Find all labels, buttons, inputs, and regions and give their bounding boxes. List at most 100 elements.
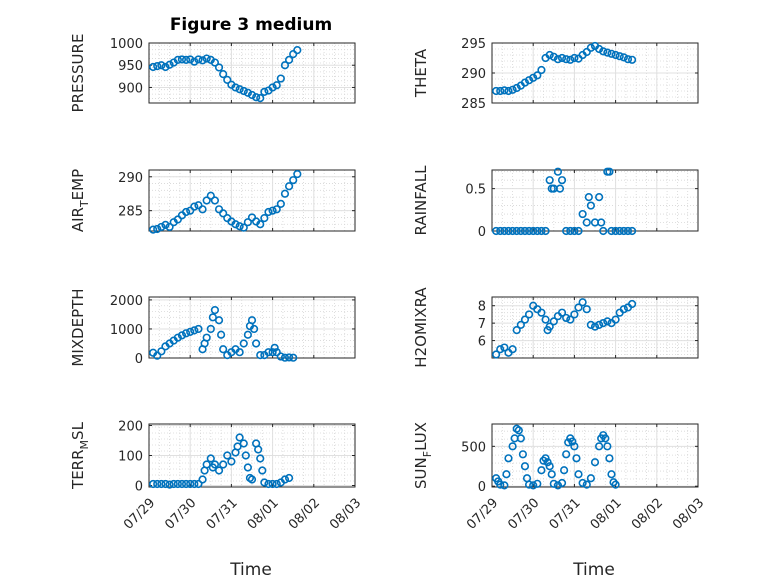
data-point xyxy=(543,458,552,467)
data-point xyxy=(619,305,628,314)
data-point xyxy=(181,207,191,217)
data-point xyxy=(586,43,595,52)
data-point xyxy=(210,58,220,67)
data-point xyxy=(514,426,523,435)
y-axis-label: AIRTEMP xyxy=(69,169,91,232)
data-point xyxy=(235,222,244,231)
data-point xyxy=(165,480,174,489)
data-point xyxy=(161,62,170,72)
data-point xyxy=(264,348,273,357)
x-tick-label: 07/30 xyxy=(162,496,199,533)
data-point xyxy=(607,226,616,236)
data-point xyxy=(190,57,199,66)
data-point xyxy=(496,480,505,489)
data-point xyxy=(153,479,162,489)
data-point xyxy=(161,220,170,229)
data-point xyxy=(500,343,509,352)
data-point xyxy=(293,169,302,179)
y-axis-label: TERRMSL xyxy=(69,421,91,490)
y-tick-label: 290 xyxy=(118,171,143,186)
data-point xyxy=(239,86,248,96)
data-point xyxy=(256,350,265,360)
data-point xyxy=(289,353,298,362)
data-point xyxy=(537,466,546,475)
subplot-3: 285 290 AIRTEMP xyxy=(69,169,356,234)
data-point xyxy=(260,478,269,487)
y-tick-label: 0 xyxy=(478,480,486,495)
data-point xyxy=(537,308,546,317)
data-point xyxy=(603,317,612,326)
data-point xyxy=(289,176,298,185)
data-point xyxy=(508,226,517,236)
data-point xyxy=(268,83,277,92)
data-point xyxy=(595,44,604,54)
data-point xyxy=(280,61,290,70)
data-point xyxy=(582,218,591,227)
data-point xyxy=(537,65,546,75)
data-point xyxy=(157,61,166,70)
data-point xyxy=(247,475,257,484)
data-point xyxy=(231,220,240,229)
data-point xyxy=(202,54,211,63)
subplot-1: 900 950 1000 PRESSURE xyxy=(69,34,356,112)
data-point xyxy=(284,182,294,191)
data-point xyxy=(545,50,554,60)
data-point xyxy=(533,479,542,488)
data-point xyxy=(502,470,511,479)
data-point xyxy=(198,56,207,65)
data-point xyxy=(173,333,182,342)
data-point xyxy=(173,479,182,489)
data-point xyxy=(547,470,556,479)
data-point xyxy=(190,479,199,489)
data-point xyxy=(272,81,281,90)
data-point xyxy=(227,457,236,466)
data-point xyxy=(231,83,240,92)
data-point xyxy=(553,481,563,490)
data-point xyxy=(597,218,606,227)
data-point xyxy=(578,298,587,307)
data-point xyxy=(194,324,203,334)
data-point xyxy=(574,470,583,479)
subplot-8: 0 500 07/29 07/30 07/31 08/01 08/02 08/03 SUNFLU… xyxy=(412,422,707,533)
data-point xyxy=(239,339,248,348)
subplot-4: 0 0.5 RAINFALL xyxy=(412,165,699,240)
y-tick-label: 200 xyxy=(118,420,143,435)
data-point xyxy=(270,343,279,352)
data-point xyxy=(210,196,220,205)
data-point xyxy=(615,226,624,236)
data-point xyxy=(264,479,273,489)
y-axis-label: RAINFALL xyxy=(412,165,430,236)
data-point xyxy=(607,470,616,479)
data-point xyxy=(590,322,600,331)
data-point xyxy=(545,322,554,331)
data-point xyxy=(562,226,571,236)
data-point xyxy=(198,205,207,214)
data-point xyxy=(214,466,224,475)
data-point xyxy=(243,88,252,97)
data-point xyxy=(557,308,567,317)
data-point xyxy=(284,55,294,64)
x-tick-label: 07/31 xyxy=(204,496,241,533)
data-point xyxy=(590,458,600,467)
x-tick-label: 07/29 xyxy=(464,496,501,533)
data-point xyxy=(586,474,595,483)
data-point xyxy=(247,316,257,325)
data-point xyxy=(611,226,620,236)
data-point xyxy=(157,222,166,232)
data-point xyxy=(512,326,521,335)
data-point xyxy=(153,224,162,234)
data-point xyxy=(149,479,158,489)
data-point xyxy=(496,345,505,354)
data-point xyxy=(194,201,203,210)
data-point xyxy=(243,218,252,227)
data-point xyxy=(214,63,224,72)
x-tick-label: 07/29 xyxy=(121,496,158,533)
data-point xyxy=(572,454,581,463)
data-point xyxy=(611,50,620,60)
data-point xyxy=(272,348,281,357)
data-point xyxy=(586,201,595,210)
y-tick-label: 0 xyxy=(478,225,486,240)
data-point xyxy=(615,52,624,61)
data-point xyxy=(173,215,182,224)
